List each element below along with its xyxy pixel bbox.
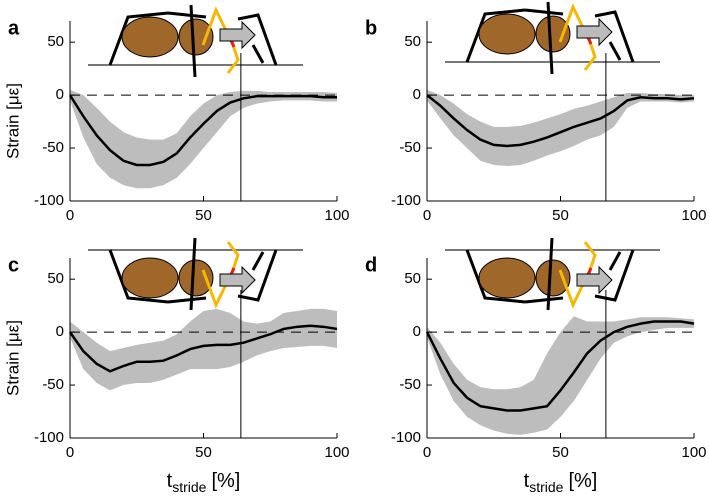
y-tick-label: -50 (42, 139, 64, 156)
panel-label: b (365, 17, 377, 39)
y-axis-label: Strain [με] (3, 83, 22, 159)
y-axis-label: Strain [με] (3, 320, 22, 396)
x-label-subscript: stride (529, 479, 563, 495)
x-tick-label: 50 (552, 444, 569, 461)
x-tick-label: 50 (195, 444, 212, 461)
insect-sketch (86, 236, 305, 312)
y-tick-label: -50 (399, 376, 421, 393)
y-tick-label: -50 (42, 376, 64, 393)
band (427, 89, 694, 167)
y-tick-label: 0 (56, 323, 64, 340)
y-tick-label: -100 (34, 192, 64, 209)
x-tick-label: 0 (66, 207, 74, 224)
mean-line (425, 320, 695, 412)
x-label-subscript: stride (172, 479, 206, 495)
y-tick-label: 0 (413, 323, 421, 340)
y-tick-label: 50 (404, 33, 421, 50)
mean-line (68, 324, 338, 373)
x-tick-label: 100 (324, 207, 349, 224)
panel-label: c (8, 254, 19, 276)
panel-label: d (365, 254, 377, 276)
y-tick-label: -100 (391, 192, 421, 209)
y-tick-label: 50 (404, 270, 421, 287)
x-tick-label: 100 (681, 207, 706, 224)
x-tick-label: 100 (324, 444, 349, 461)
y-tick-label: 50 (47, 33, 64, 50)
x-tick-label: 0 (423, 444, 431, 461)
insect-sketch (86, 3, 305, 79)
mean-line (426, 94, 695, 148)
x-tick-label: 50 (195, 207, 212, 224)
y-tick-label: 0 (413, 86, 421, 103)
x-axis-label: tstride [%] (524, 470, 598, 494)
insect-sketch (443, 236, 662, 312)
band (427, 316, 694, 435)
x-label-unit: [%] (568, 470, 597, 492)
insect-sketch (443, 0, 662, 76)
band (70, 89, 337, 189)
y-tick-label: -50 (399, 139, 421, 156)
y-tick-label: -100 (391, 429, 421, 446)
band (70, 308, 337, 391)
x-tick-label: 50 (552, 207, 569, 224)
y-tick-label: 50 (47, 270, 64, 287)
x-label-main: t (524, 470, 530, 492)
x-tick-label: 0 (423, 207, 431, 224)
x-tick-label: 0 (66, 444, 74, 461)
panel-label: a (8, 17, 20, 39)
x-axis-label: tstride [%] (167, 470, 241, 494)
x-label-main: t (167, 470, 173, 492)
y-tick-label: 0 (56, 86, 64, 103)
x-label-unit: [%] (211, 470, 240, 492)
x-tick-label: 100 (681, 444, 706, 461)
y-tick-label: -100 (34, 429, 64, 446)
mean-line (68, 94, 337, 167)
